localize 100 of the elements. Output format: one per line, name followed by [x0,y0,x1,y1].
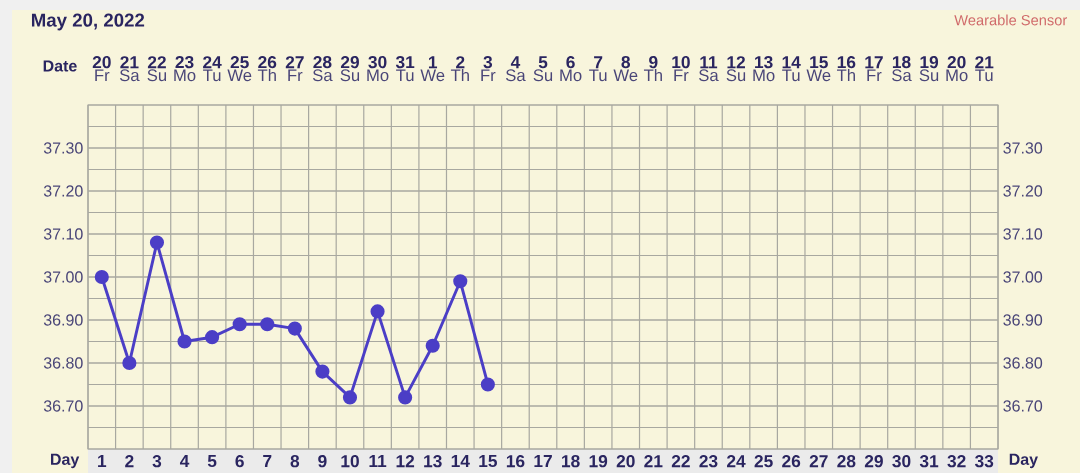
x2-tick-label: 16 [837,56,856,69]
text: Fr [674,69,689,81]
x-tick-label: 14 [451,455,470,467]
y-tick-label: 36.90 [43,314,83,326]
x2-axis-title: Date [43,60,77,72]
point [398,390,413,405]
x2-tick-label: 17 [865,56,883,69]
text: Tu [203,69,221,82]
x2-tick-label: 24 [203,56,222,69]
x-tick-label: 4 [179,455,190,467]
x-tick-label: 3 [152,455,162,468]
text: Tu [782,69,800,82]
text: Day [1009,453,1038,469]
x2-tick-label: 5 [538,56,548,69]
x2-tick-label: 29 [340,56,359,69]
x2-tick-label: 2 [456,56,465,69]
x2-tick-label: 31 [395,55,415,69]
text: Th [643,68,662,81]
text: Tu [396,69,414,82]
y2-tick-label: 36.80 [1003,357,1043,369]
x-tick-label: 12 [396,455,415,468]
text: We [227,69,252,82]
point [149,235,165,250]
text: Su [533,69,553,82]
text: Th [450,68,469,81]
text: We [420,69,445,82]
text: Wearable Sensor [954,14,1068,26]
y-tick-label: 37.30 [43,142,83,154]
x-tick-label: 31 [919,455,939,468]
text: Tu [975,69,993,82]
text: Sa [505,69,526,82]
x2-tick-label: 25 [230,56,249,69]
chart-title: May 20, 2022 [31,13,145,31]
x2-tick-label: 3 [483,55,493,69]
point [342,390,358,405]
x2-tick-label: 21 [975,56,994,69]
x-tick-label: 10 [341,455,359,468]
x-tick-label: 6 [235,455,244,468]
x-tick-label: 27 [809,455,828,468]
x-tick-label: 8 [290,455,300,468]
x-tick-label: 15 [479,455,498,468]
y2-tick-label: 37.30 [1003,142,1043,154]
y-tick-label: 37.20 [43,185,83,197]
text: We [806,69,831,82]
x-tick-label: 21 [644,455,663,468]
text: Mo [174,69,196,82]
x2-tick-label: 9 [649,56,658,69]
text: Fr [95,69,110,81]
x2-tick-label: 6 [566,56,575,69]
x-tick-label: 22 [671,455,690,468]
text: Mo [560,69,582,82]
x-tick-label: 25 [754,455,773,468]
x2-tick-label: 13 [755,55,773,69]
text: Su [340,69,360,82]
x2-tick-label: 4 [510,56,521,69]
x2-tick-label: 26 [258,56,277,69]
x-tick-label: 18 [562,455,580,468]
text: We [613,69,638,82]
x2-tick-label: 23 [175,55,194,69]
text: Fr [867,69,882,81]
x-tick-label: 29 [864,455,883,468]
x-tick-label: 9 [318,455,327,468]
x2-tick-label: 19 [920,56,939,69]
text: Su [147,69,167,82]
y-tick-label: 36.70 [43,400,83,412]
text: Th [836,68,855,81]
text: Sa [892,69,912,82]
x-tick-label: 2 [125,455,134,468]
x-tick-label: 17 [534,455,552,467]
point [287,321,302,336]
point [94,269,109,285]
point [480,377,495,392]
text: Mo [946,69,968,82]
x2-tick-label: 11 [700,56,718,69]
x-tick-label: 7 [263,455,272,467]
x2-tick-label: 20 [92,56,111,69]
x-tick-label: 11 [369,455,387,467]
point [453,274,468,289]
x-tick-label: 23 [699,455,718,468]
x2-tick-label: 22 [147,56,166,69]
text: Mo [367,69,389,82]
x-tick-label: 5 [207,455,217,468]
x2-tick-label: 8 [621,56,631,69]
x-tick-label: 16 [506,455,525,468]
x-axis-title: Day [51,453,80,469]
text: Th [257,68,276,81]
y2-tick-label: 37.20 [1003,185,1043,197]
x-tick-label: 24 [727,455,746,468]
x-tick-label: 32 [947,455,966,468]
x-tick-label: 1 [98,455,107,467]
y-tick-label: 37.00 [43,271,83,283]
point [205,330,220,345]
text: Sa [312,69,333,82]
text: Mo [753,69,775,82]
text: Tu [589,69,607,82]
y2-tick-label: 37.00 [1003,271,1043,283]
x-tick-label: 28 [837,455,856,468]
point [315,364,330,379]
x-tick-label: 20 [616,455,635,468]
x2-tick-label: 12 [727,56,745,69]
